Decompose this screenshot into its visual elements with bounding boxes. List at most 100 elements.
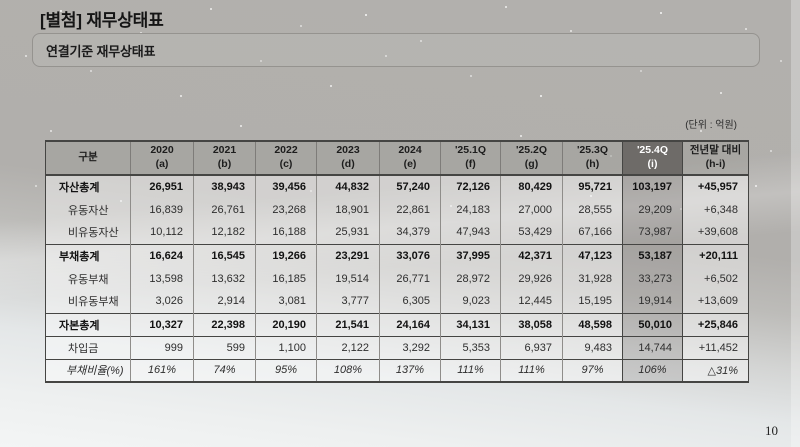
column-header-sublabel: (e) xyxy=(403,158,417,170)
column-header-label: '25.1Q xyxy=(454,144,487,157)
balance-sheet-table: 구분 2020 (a) 2021 (b) 2022 (c) 2023 (d) 2024 (e) '25… xyxy=(45,140,749,383)
column-header-label: 2020 xyxy=(150,144,174,157)
cell-value: 12,445 xyxy=(500,290,563,313)
column-header-sublabel: (f) xyxy=(465,158,476,170)
table-row: 부채총계 16,624 16,545 19,266 23,291 33,076 37,995… xyxy=(45,243,749,267)
cell-value: 16,185 xyxy=(255,267,317,290)
cell-value: 6,937 xyxy=(500,335,563,359)
row-label: 부채비율(%) xyxy=(45,358,131,382)
cell-value: 161% xyxy=(130,358,194,382)
column-header-sublabel: (h-i) xyxy=(705,158,726,170)
row-label: 비유동자산 xyxy=(45,221,131,244)
cell-value: +20,111 xyxy=(682,243,749,267)
cell-value: 103,197 xyxy=(622,175,683,198)
cell-value: 31,928 xyxy=(562,267,623,290)
cell-value: 3,777 xyxy=(316,290,380,313)
column-header-3: 2022 (c) xyxy=(255,141,317,176)
column-header-label: 2022 xyxy=(274,144,298,157)
cell-value: 3,081 xyxy=(255,290,317,313)
cell-value: 22,398 xyxy=(193,312,256,336)
row-label: 차입금 xyxy=(45,335,131,359)
cell-value: 6,305 xyxy=(379,290,441,313)
page-title: [별첨] 재무상태표 xyxy=(40,11,164,30)
cell-value: 10,327 xyxy=(130,312,194,336)
cell-value: 38,058 xyxy=(500,312,563,336)
table-row: 자본총계 10,327 22,398 20,190 21,541 24,164 34,131… xyxy=(45,312,749,336)
cell-value: 25,931 xyxy=(316,221,380,244)
cell-value: 26,761 xyxy=(193,198,256,221)
cell-value: +6,502 xyxy=(682,267,749,290)
column-header-sublabel: (d) xyxy=(341,158,355,170)
subtitle-box: 연결기준 재무상태표 xyxy=(32,33,760,67)
row-label: 부채총계 xyxy=(45,243,131,267)
cell-value: 19,914 xyxy=(622,290,683,313)
cell-value: 18,901 xyxy=(316,198,380,221)
column-header-label: 2024 xyxy=(398,144,422,157)
column-header-label: 구분 xyxy=(78,151,98,164)
cell-value: 111% xyxy=(500,358,563,382)
column-header-4: 2023 (d) xyxy=(316,141,380,176)
cell-value: +6,348 xyxy=(682,198,749,221)
cell-value: 29,926 xyxy=(500,267,563,290)
cell-value: 15,195 xyxy=(562,290,623,313)
row-label: 유동부채 xyxy=(45,267,131,290)
table-head-row: 구분 2020 (a) 2021 (b) 2022 (c) 2023 (d) 2024 (e) '25… xyxy=(45,141,749,176)
cell-value: 34,379 xyxy=(379,221,441,244)
column-header-sublabel: (i) xyxy=(647,158,658,170)
cell-value: 42,371 xyxy=(500,243,563,267)
column-header-0: 구분 xyxy=(45,141,131,176)
cell-value: 24,183 xyxy=(440,198,501,221)
cell-value: 23,291 xyxy=(316,243,380,267)
cell-value: 10,112 xyxy=(130,221,194,244)
cell-value: 16,624 xyxy=(130,243,194,267)
cell-value: 29,209 xyxy=(622,198,683,221)
table-row: 차입금 999 599 1,100 2,122 3,292 5,353 6,937 9,483 1… xyxy=(45,335,749,359)
cell-value: 39,456 xyxy=(255,175,317,198)
row-label: 유동자산 xyxy=(45,198,131,221)
column-header-sublabel: (h) xyxy=(585,158,600,170)
column-header-5: 2024 (e) xyxy=(379,141,441,176)
column-header-sublabel: (c) xyxy=(279,158,293,170)
table-row: 비유동부채 3,026 2,914 3,081 3,777 6,305 9,023 12,44… xyxy=(45,290,749,313)
table-row: 유동자산 16,839 26,761 23,268 18,901 22,861 24,183… xyxy=(45,198,749,221)
row-label: 자산총계 xyxy=(45,175,131,198)
cell-value: 47,943 xyxy=(440,221,501,244)
cell-value: 13,598 xyxy=(130,267,194,290)
cell-value: 19,514 xyxy=(316,267,380,290)
cell-value: +25,846 xyxy=(682,312,749,336)
cell-value: 1,100 xyxy=(255,335,317,359)
cell-value: 5,353 xyxy=(440,335,501,359)
column-header-6: '25.1Q (f) xyxy=(440,141,501,176)
cell-value: 97% xyxy=(562,358,623,382)
cell-value: 33,273 xyxy=(622,267,683,290)
cell-value: 137% xyxy=(379,358,441,382)
column-header-label: 2021 xyxy=(212,144,237,157)
cell-value: 13,632 xyxy=(193,267,256,290)
column-header-sublabel: (b) xyxy=(217,158,232,170)
cell-value: 48,598 xyxy=(562,312,623,336)
unit-note: (단위 : 억원) xyxy=(685,120,737,131)
subtitle-label: 연결기준 재무상태표 xyxy=(46,43,156,59)
right-edge-light xyxy=(791,0,800,447)
cell-value: 44,832 xyxy=(316,175,380,198)
page-number: 10 xyxy=(765,423,778,438)
column-header-10: 전년말 대비 (h-i) xyxy=(682,141,749,176)
starfield-background xyxy=(0,0,2,2)
cell-value: +45,957 xyxy=(682,175,749,198)
cell-value: +11,452 xyxy=(682,335,749,359)
cell-value: 47,123 xyxy=(562,243,623,267)
cell-value: 34,131 xyxy=(440,312,501,336)
column-header-label: 2023 xyxy=(336,144,360,157)
cell-value: 95,721 xyxy=(562,175,623,198)
cell-value: +39,608 xyxy=(682,221,749,244)
cell-value: 53,429 xyxy=(500,221,563,244)
row-label: 비유동부채 xyxy=(45,290,131,313)
column-header-8: '25.3Q (h) xyxy=(562,141,623,176)
cell-value: 14,744 xyxy=(622,335,683,359)
cell-value: 3,292 xyxy=(379,335,441,359)
column-header-7: '25.2Q (g) xyxy=(500,141,563,176)
table-row: 자산총계 26,951 38,943 39,456 44,832 57,240 72,126… xyxy=(45,175,749,198)
cell-value: 22,861 xyxy=(379,198,441,221)
cell-value: 38,943 xyxy=(193,175,256,198)
